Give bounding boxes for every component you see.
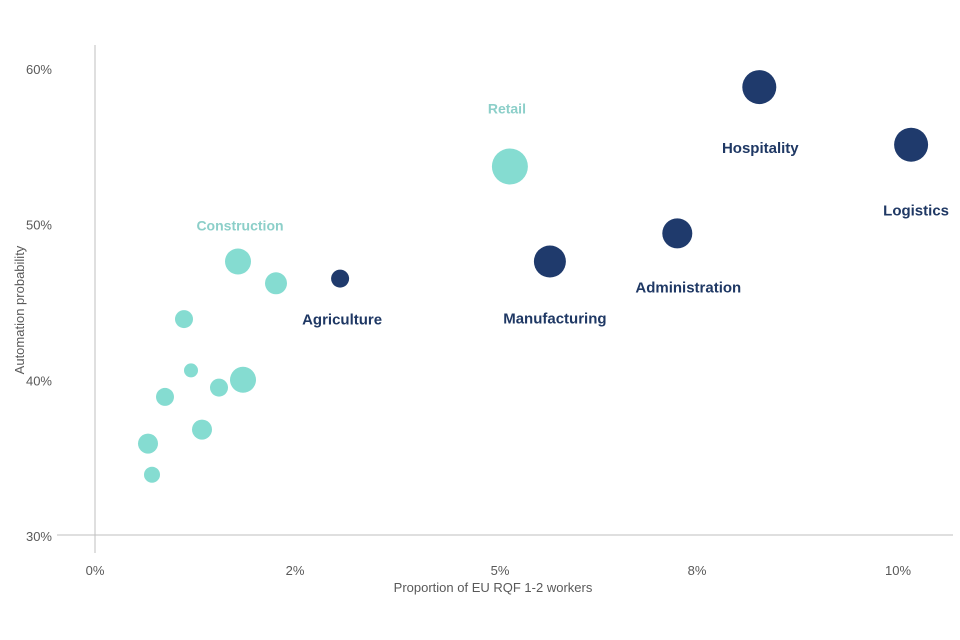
data-point-retail: [491, 148, 528, 185]
data-point-manufacturing: [533, 245, 566, 278]
x-tick-label: 0%: [86, 563, 105, 578]
data-point-unlabeled: [192, 419, 212, 440]
data-point-unlabeled: [210, 378, 228, 397]
data-point-unlabeled: [230, 366, 256, 393]
x-axis-title: Proportion of EU RQF 1-2 workers: [393, 580, 593, 595]
data-point-construction: [225, 248, 251, 275]
point-label-construction: Construction: [196, 218, 283, 234]
data-point-administration: [662, 218, 693, 249]
point-label-administration: Administration: [635, 279, 741, 296]
data-point-unlabeled: [175, 310, 193, 329]
data-point-unlabeled: [184, 363, 198, 378]
y-axis-title: Automation probability: [12, 245, 27, 375]
point-label-agriculture: Agriculture: [302, 312, 382, 329]
y-tick-label: 50%: [26, 218, 52, 233]
point-label-hospitality: Hospitality: [722, 140, 799, 157]
x-tick-label: 2%: [286, 563, 305, 578]
x-tick-label: 8%: [688, 563, 707, 578]
point-label-manufacturing: Manufacturing: [503, 311, 606, 328]
data-point-logistics: [894, 127, 929, 162]
data-point-hospitality: [742, 70, 777, 105]
data-point-unlabeled: [265, 272, 287, 295]
point-label-retail: Retail: [488, 101, 526, 117]
data-point-unlabeled: [156, 387, 174, 406]
data-point-agriculture: [331, 269, 350, 288]
data-point-unlabeled: [138, 433, 158, 454]
x-tick-label: 5%: [491, 563, 510, 578]
data-point-unlabeled: [144, 466, 160, 483]
point-label-logistics: Logistics: [883, 203, 949, 220]
x-tick-label: 10%: [885, 563, 911, 578]
y-tick-label: 30%: [26, 529, 52, 544]
y-tick-label: 60%: [26, 62, 52, 77]
y-tick-label: 40%: [26, 373, 52, 388]
